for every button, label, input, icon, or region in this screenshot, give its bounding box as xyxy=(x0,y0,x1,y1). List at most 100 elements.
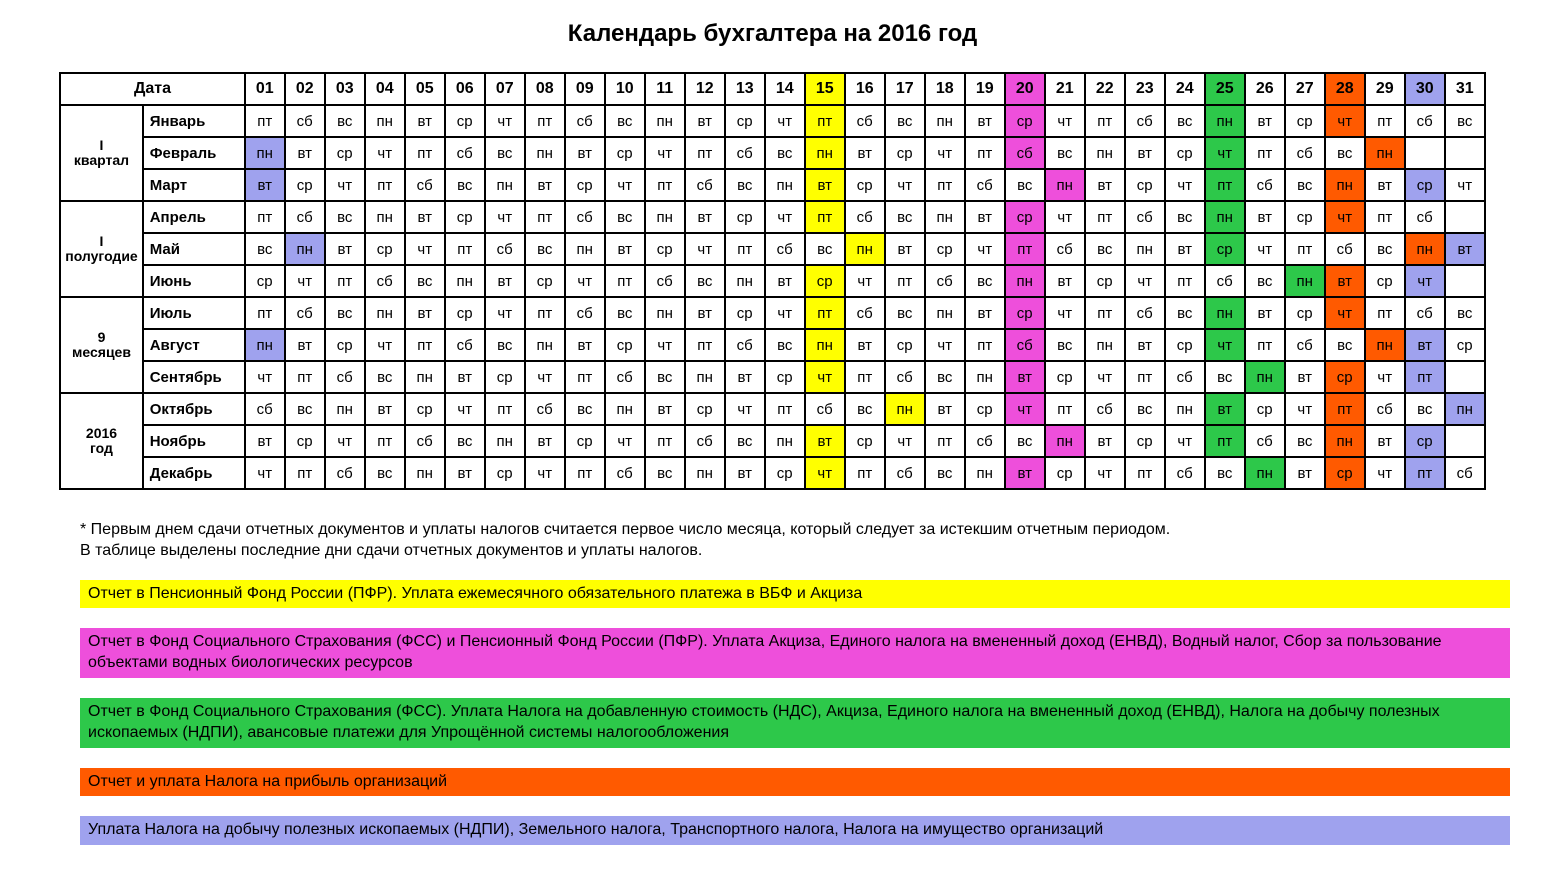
day-cell: ср xyxy=(1365,265,1405,297)
footnote: * Первым днем сдачи отчетных документов … xyxy=(80,520,1480,562)
table-row: 2016годОктябрьсбвспнвтсрчтптсбвспнвтсрчт… xyxy=(60,393,1484,425)
header-day-22: 22 xyxy=(1085,73,1125,105)
day-cell: сб xyxy=(845,105,885,137)
day-cell: вт xyxy=(365,393,405,425)
header-day-23: 23 xyxy=(1125,73,1165,105)
day-cell: пт xyxy=(245,201,285,233)
day-cell: вс xyxy=(1165,297,1205,329)
day-cell: вс xyxy=(365,457,405,489)
day-cell: чт xyxy=(965,233,1005,265)
day-cell xyxy=(1445,361,1485,393)
day-cell: чт xyxy=(405,233,445,265)
day-cell: пт xyxy=(1125,457,1165,489)
day-cell: сб xyxy=(1245,169,1285,201)
day-cell: чт xyxy=(845,265,885,297)
header-day-26: 26 xyxy=(1245,73,1285,105)
day-cell: вт xyxy=(605,233,645,265)
day-cell: пт xyxy=(525,105,565,137)
day-cell: пт xyxy=(685,137,725,169)
day-cell: сб xyxy=(685,169,725,201)
day-cell: ср xyxy=(765,457,805,489)
day-cell: вт xyxy=(965,201,1005,233)
day-cell: вс xyxy=(525,233,565,265)
header-day-17: 17 xyxy=(885,73,925,105)
day-cell: пн xyxy=(285,233,325,265)
day-cell: вт xyxy=(965,297,1005,329)
day-cell: ср xyxy=(445,105,485,137)
day-cell: пт xyxy=(525,297,565,329)
day-cell: пн xyxy=(1325,425,1365,457)
day-cell: ср xyxy=(1445,329,1485,361)
day-cell: ср xyxy=(605,329,645,361)
day-cell: пн xyxy=(325,393,365,425)
day-cell: вт xyxy=(1365,169,1405,201)
day-cell: чт xyxy=(1165,169,1205,201)
header-day-19: 19 xyxy=(965,73,1005,105)
day-cell: вт xyxy=(445,457,485,489)
day-cell: пн xyxy=(965,457,1005,489)
day-cell: пт xyxy=(1365,105,1405,137)
day-cell: ср xyxy=(1165,329,1205,361)
day-cell: чт xyxy=(925,137,965,169)
day-cell: ср xyxy=(885,137,925,169)
day-cell: пн xyxy=(1125,233,1165,265)
day-cell: ср xyxy=(1325,457,1365,489)
day-cell: пн xyxy=(965,361,1005,393)
day-cell: вт xyxy=(1245,297,1285,329)
day-cell: вс xyxy=(485,329,525,361)
day-cell: вт xyxy=(1285,361,1325,393)
day-cell: пт xyxy=(1365,297,1405,329)
day-cell: пт xyxy=(1325,393,1365,425)
day-cell: вс xyxy=(605,297,645,329)
day-cell: чт xyxy=(805,361,845,393)
day-cell: вс xyxy=(1245,265,1285,297)
header-day-13: 13 xyxy=(725,73,765,105)
day-cell xyxy=(1445,425,1485,457)
day-cell: пт xyxy=(1165,265,1205,297)
day-cell: пн xyxy=(485,425,525,457)
day-cell: вт xyxy=(685,201,725,233)
day-cell: чт xyxy=(1045,297,1085,329)
day-cell: сб xyxy=(1285,137,1325,169)
day-cell: сб xyxy=(885,361,925,393)
day-cell: вт xyxy=(245,425,285,457)
day-cell: чт xyxy=(1325,105,1365,137)
day-cell: ср xyxy=(525,265,565,297)
day-cell: пн xyxy=(725,265,765,297)
day-cell: вс xyxy=(1125,393,1165,425)
day-cell: ср xyxy=(325,137,365,169)
day-cell: пн xyxy=(565,233,605,265)
day-cell: ср xyxy=(565,425,605,457)
day-cell: вс xyxy=(725,425,765,457)
day-cell: сб xyxy=(525,393,565,425)
day-cell: пт xyxy=(325,265,365,297)
day-cell: вт xyxy=(1005,457,1045,489)
header-day-16: 16 xyxy=(845,73,885,105)
day-cell: сб xyxy=(1205,265,1245,297)
day-cell: ср xyxy=(725,105,765,137)
day-cell: пт xyxy=(245,297,285,329)
day-cell: вт xyxy=(1165,233,1205,265)
day-cell: вс xyxy=(765,137,805,169)
day-cell: ср xyxy=(725,201,765,233)
page-title: Календарь бухгалтера на 2016 год xyxy=(30,20,1515,48)
day-cell: пн xyxy=(925,201,965,233)
day-cell: пн xyxy=(405,361,445,393)
day-cell: пн xyxy=(365,297,405,329)
day-cell: пн xyxy=(1245,457,1285,489)
day-cell: вс xyxy=(645,457,685,489)
day-cell: вт xyxy=(1125,329,1165,361)
day-cell: ср xyxy=(685,393,725,425)
day-cell: сб xyxy=(1165,457,1205,489)
day-cell: вт xyxy=(1245,105,1285,137)
day-cell: пт xyxy=(285,361,325,393)
day-cell: вс xyxy=(1205,457,1245,489)
day-cell: пн xyxy=(445,265,485,297)
day-cell: чт xyxy=(365,137,405,169)
day-cell: пт xyxy=(1085,201,1125,233)
day-cell: пт xyxy=(925,425,965,457)
day-cell: вт xyxy=(525,169,565,201)
day-cell: пт xyxy=(1405,361,1445,393)
day-cell: вт xyxy=(885,233,925,265)
day-cell: пт xyxy=(725,233,765,265)
